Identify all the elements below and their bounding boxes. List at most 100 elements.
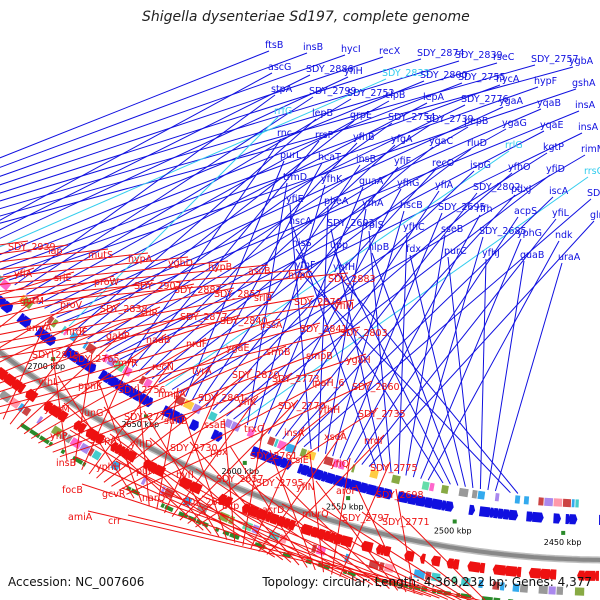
- reverse-gene-connector: [395, 488, 415, 594]
- forward-gene-connector: [26, 98, 352, 295]
- forward-gene-label: SDY_2757: [531, 54, 579, 65]
- forward-gene-connector: [282, 192, 478, 440]
- reverse-gene-label: emrA: [26, 323, 52, 334]
- forward-gene-label: yfhG: [397, 178, 419, 189]
- reverse-gene-label: yfiN: [296, 482, 315, 493]
- forward-gene-label: pheA: [324, 196, 349, 207]
- forward-gene-label: recO: [432, 158, 454, 169]
- forward-gene-label: hycA: [496, 74, 520, 85]
- forward-gene-label: clpB: [385, 90, 405, 101]
- forward-gene-label: yfiH: [344, 66, 363, 77]
- reverse-gene-arrow: [446, 558, 455, 569]
- forward-gene-connector: [289, 204, 312, 450]
- forward-gene-label: purL: [280, 150, 302, 161]
- reverse-gene-connector: [0, 298, 81, 349]
- forward-gene-connector: [56, 108, 542, 318]
- forward-gene-connector: [0, 58, 422, 194]
- cog-block: [267, 436, 276, 446]
- forward-gene-arrow: [313, 468, 324, 481]
- forward-gene-connector: [74, 118, 317, 331]
- forward-gene-label: ygaA: [499, 96, 523, 107]
- forward-gene-label: SDY_2739: [426, 114, 474, 125]
- forward-gene-label: SDY_2754: [388, 112, 436, 123]
- reverse-gene-label: SDY_2819: [32, 350, 80, 361]
- forward-gene-connector: [145, 144, 396, 376]
- forward-gene-arrow: [407, 493, 418, 505]
- forward-gene-arrow: [396, 491, 410, 504]
- reverse-gene-label: SDY_2735: [358, 409, 406, 420]
- forward-gene-connector: [219, 170, 475, 414]
- cog-block: [207, 411, 218, 422]
- forward-gene-label: ascG: [268, 62, 291, 73]
- ring-marker: [19, 422, 31, 432]
- reverse-gene-connector: [16, 329, 127, 430]
- forward-gene-arrow: [382, 488, 393, 500]
- reverse-gene-label: proV: [60, 300, 83, 311]
- cog-block: [17, 403, 26, 413]
- reverse-gene-label: nadB: [146, 335, 170, 346]
- reverse-gene-arrow: [361, 540, 374, 553]
- forward-gene-connector: [2, 86, 539, 276]
- forward-gene-label: yfhF: [295, 260, 315, 271]
- forward-gene-arrow: [75, 355, 89, 369]
- reverse-gene-connector: [0, 299, 355, 358]
- cog-block: [391, 474, 401, 485]
- map-title: Shigella dysenteriae Sd197, complete gen…: [142, 9, 470, 25]
- forward-gene-arrow: [553, 513, 561, 524]
- reverse-gene-connector: [0, 306, 161, 374]
- forward-gene-label: yqaB: [537, 98, 561, 109]
- forward-gene-label: SDY_2685: [479, 226, 527, 237]
- reverse-gene-label: proW: [94, 277, 120, 288]
- reverse-gene-connector: [38, 341, 247, 444]
- reverse-gene-connector: [235, 472, 382, 588]
- reverse-gene-label: ssaE: [204, 420, 226, 431]
- cog-block: [512, 583, 520, 592]
- reverse-gene-connector: [187, 403, 339, 524]
- reverse-gene-label: SDY_2775: [370, 463, 418, 474]
- cog-block: [91, 450, 102, 461]
- cog-block: [311, 544, 318, 554]
- reverse-gene-label: suhB: [164, 416, 188, 427]
- forward-gene-arrow: [168, 409, 180, 422]
- forward-gene-arrow: [502, 509, 511, 520]
- reverse-gene-label: purN: [136, 466, 159, 477]
- forward-gene-arrow: [526, 511, 534, 522]
- forward-gene-label: SDY_2695: [438, 202, 486, 213]
- forward-gene-label: trmD: [283, 172, 307, 183]
- forward-gene-arrow: [431, 498, 444, 510]
- cog-block: [575, 499, 579, 508]
- reverse-gene-label: insB: [56, 458, 76, 469]
- reverse-gene-label: yfiP: [50, 431, 68, 442]
- forward-gene-connector: [119, 132, 583, 360]
- reverse-gene-connector: [0, 260, 229, 285]
- forward-gene-label: lepA: [423, 92, 445, 103]
- reverse-gene-connector: [0, 279, 155, 318]
- reverse-gene-connector: [2, 321, 47, 420]
- forward-gene-label: SDY_2752: [347, 88, 395, 99]
- forward-gene-label: glnB: [590, 210, 600, 221]
- reverse-gene-connector: [250, 426, 305, 550]
- cog-block: [383, 563, 395, 573]
- reverse-gene-connector: [361, 511, 477, 600]
- forward-gene-label: pdxJ: [511, 184, 531, 195]
- reverse-gene-label: xseA: [324, 432, 347, 443]
- reverse-gene-label: murQ: [302, 509, 329, 520]
- forward-gene-connector: [14, 94, 276, 286]
- forward-gene-label: rluD: [467, 138, 487, 149]
- forward-gene-label: lepB: [312, 108, 333, 119]
- reverse-gene-connector: [401, 515, 486, 600]
- reverse-gene-arrow: [515, 566, 522, 578]
- reverse-gene-connector: [96, 364, 213, 479]
- reverse-gene-connector: [164, 391, 219, 514]
- reverse-gene-connector: [88, 360, 173, 475]
- reverse-gene-arrow: [539, 568, 551, 580]
- kbp-tick-label: 2450 kbp: [544, 538, 582, 547]
- cog-block: [574, 587, 585, 596]
- forward-gene-label: gshA: [572, 78, 596, 89]
- cog-block: [492, 581, 500, 590]
- reverse-gene-label: bcp: [222, 501, 239, 512]
- forward-gene-label: purC: [444, 246, 467, 257]
- genome-summary: Topology: circular; Length: 4,369,232 bp…: [262, 575, 592, 589]
- ring-marker: [48, 441, 54, 447]
